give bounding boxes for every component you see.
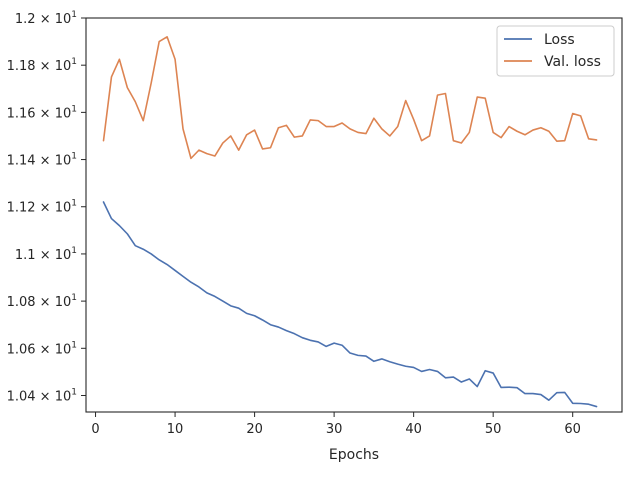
plot-area	[85, 17, 623, 413]
legend-entry: Loss	[544, 32, 575, 48]
y-tick-label: 1.06 × 101	[7, 340, 77, 357]
x-tick-label: 60	[564, 422, 581, 437]
x-axis-label: Epochs	[329, 447, 379, 463]
legend: Loss Val. loss	[496, 25, 615, 77]
y-tick-label: 1.04 × 101	[7, 387, 77, 404]
y-tick-label: 1.14 × 101	[7, 152, 77, 169]
plot-frame	[85, 17, 623, 413]
ticks-layer: 0 10 20 30 40 50 60 1.04 × 101 1.06 × 101 1.08 × …	[7, 10, 581, 437]
y-tick-label: 1.1 × 101	[15, 246, 77, 263]
y-tick-label: 1.16 × 101	[7, 104, 77, 121]
legend-entry: Val. loss	[544, 54, 601, 70]
x-tick-label: 0	[91, 422, 99, 437]
series-layer	[102, 36, 598, 408]
x-tick-label: 20	[246, 422, 263, 437]
y-tick-label: 1.2 × 101	[15, 10, 77, 27]
y-tick-label: 1.12 × 101	[7, 199, 77, 216]
y-tick-label: 1.08 × 101	[7, 293, 77, 310]
x-tick-label: 30	[326, 422, 343, 437]
series-line-loss	[102, 201, 598, 408]
y-tick-label: 1.18 × 101	[7, 57, 77, 74]
series-line-val-loss	[102, 36, 598, 160]
x-tick-label: 40	[405, 422, 422, 437]
x-tick-label: 10	[167, 422, 184, 437]
x-tick-label: 50	[485, 422, 502, 437]
